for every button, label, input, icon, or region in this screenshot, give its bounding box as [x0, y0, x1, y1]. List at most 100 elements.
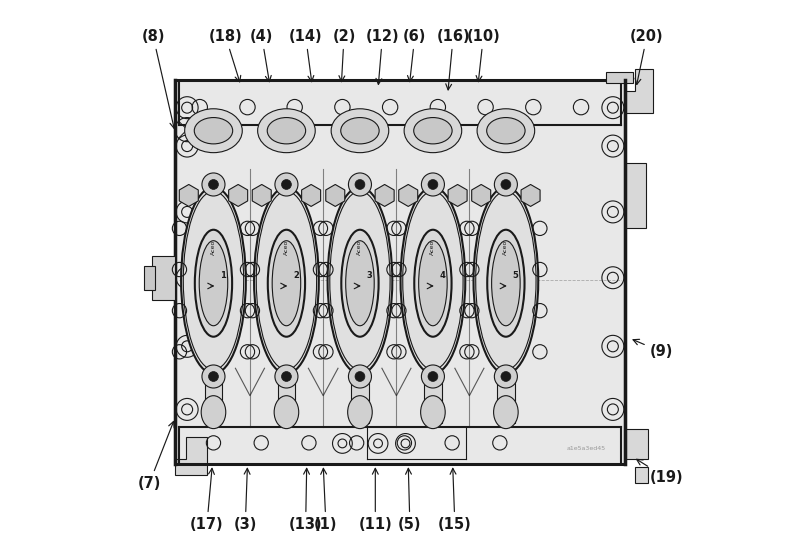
Ellipse shape — [414, 230, 451, 337]
Ellipse shape — [401, 187, 466, 374]
Text: 5: 5 — [513, 271, 518, 279]
Ellipse shape — [268, 230, 305, 337]
Text: (4): (4) — [250, 29, 274, 82]
Polygon shape — [625, 428, 648, 459]
Circle shape — [278, 410, 295, 427]
Circle shape — [501, 372, 511, 382]
Ellipse shape — [418, 241, 447, 326]
Text: (2): (2) — [332, 29, 356, 81]
Ellipse shape — [267, 118, 306, 144]
Circle shape — [424, 410, 442, 427]
Bar — [205, 377, 222, 423]
Circle shape — [355, 372, 365, 382]
Circle shape — [351, 410, 369, 427]
Circle shape — [422, 365, 445, 388]
Ellipse shape — [346, 241, 374, 326]
Bar — [152, 256, 175, 300]
Text: Aceo: Aceo — [503, 240, 508, 255]
Ellipse shape — [492, 241, 520, 326]
Text: (7): (7) — [138, 421, 174, 491]
Ellipse shape — [274, 395, 298, 428]
Bar — [175, 80, 625, 464]
Ellipse shape — [199, 241, 228, 326]
Text: (9): (9) — [633, 339, 673, 359]
Bar — [497, 377, 514, 423]
Text: (1): (1) — [314, 469, 338, 532]
Circle shape — [355, 179, 365, 189]
Text: (5): (5) — [398, 469, 422, 532]
Text: (18): (18) — [209, 29, 242, 82]
Bar — [635, 467, 648, 483]
Text: Aceo: Aceo — [430, 240, 435, 255]
Text: Aceo: Aceo — [211, 240, 216, 255]
Bar — [278, 377, 295, 423]
Ellipse shape — [185, 109, 242, 153]
Polygon shape — [625, 69, 654, 113]
Ellipse shape — [201, 395, 226, 428]
Ellipse shape — [474, 187, 538, 374]
Circle shape — [494, 173, 518, 196]
Ellipse shape — [258, 109, 315, 153]
Circle shape — [349, 365, 371, 388]
Circle shape — [202, 365, 225, 388]
Circle shape — [209, 179, 218, 189]
Bar — [175, 80, 625, 464]
Text: (13): (13) — [289, 469, 322, 532]
Text: (3): (3) — [234, 469, 257, 532]
Circle shape — [275, 173, 298, 196]
Circle shape — [501, 179, 511, 189]
Circle shape — [428, 372, 438, 382]
Ellipse shape — [254, 187, 319, 374]
Circle shape — [282, 372, 291, 382]
Circle shape — [282, 179, 291, 189]
Text: (16): (16) — [437, 29, 470, 90]
Text: (8): (8) — [142, 29, 176, 128]
Text: 2: 2 — [294, 271, 299, 279]
Ellipse shape — [331, 109, 389, 153]
Bar — [351, 377, 369, 423]
Circle shape — [209, 372, 218, 382]
Text: Aceo: Aceo — [358, 240, 362, 255]
Text: 3: 3 — [367, 271, 373, 279]
Text: 4: 4 — [440, 271, 446, 279]
Circle shape — [349, 173, 371, 196]
Ellipse shape — [194, 118, 233, 144]
Polygon shape — [606, 72, 633, 83]
Ellipse shape — [404, 109, 462, 153]
Text: 1: 1 — [221, 271, 226, 279]
Ellipse shape — [486, 118, 525, 144]
Text: (10): (10) — [466, 29, 500, 81]
Ellipse shape — [487, 230, 525, 337]
Text: a1e5a3ed45: a1e5a3ed45 — [567, 447, 606, 452]
Bar — [424, 377, 442, 423]
Bar — [144, 266, 155, 290]
Circle shape — [205, 410, 222, 427]
Ellipse shape — [195, 230, 232, 337]
Circle shape — [422, 173, 445, 196]
Circle shape — [494, 365, 518, 388]
Text: Aceo: Aceo — [284, 240, 289, 255]
Text: (20): (20) — [630, 29, 664, 85]
Ellipse shape — [477, 109, 534, 153]
Bar — [625, 163, 646, 228]
Polygon shape — [175, 437, 207, 475]
Circle shape — [497, 410, 514, 427]
Ellipse shape — [421, 395, 446, 428]
Ellipse shape — [414, 118, 452, 144]
Ellipse shape — [181, 187, 246, 374]
Text: (12): (12) — [366, 29, 399, 84]
Circle shape — [202, 173, 225, 196]
Ellipse shape — [494, 395, 518, 428]
Ellipse shape — [327, 187, 392, 374]
Text: (17): (17) — [190, 469, 224, 532]
Circle shape — [428, 179, 438, 189]
Ellipse shape — [272, 241, 301, 326]
Text: (14): (14) — [289, 29, 322, 81]
Text: (15): (15) — [438, 469, 472, 532]
Circle shape — [275, 365, 298, 388]
Ellipse shape — [341, 118, 379, 144]
Text: (19): (19) — [637, 459, 683, 486]
Ellipse shape — [348, 395, 372, 428]
Text: (6): (6) — [403, 29, 426, 81]
Text: (11): (11) — [358, 469, 392, 532]
